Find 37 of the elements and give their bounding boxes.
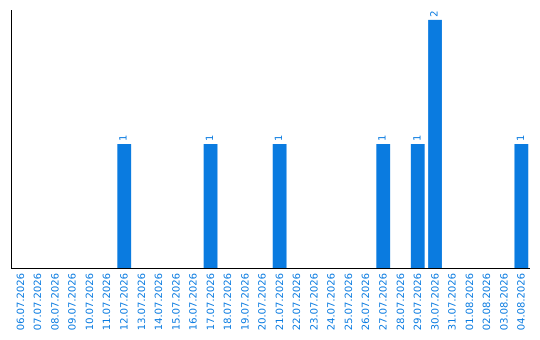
x-tick-label: 08.07.2026 [50, 273, 62, 330]
x-tick-label: 19.07.2026 [240, 273, 252, 330]
data-label: 1 [205, 134, 216, 141]
data-label: 1 [118, 134, 130, 141]
x-tick-label: 30.07.2026 [430, 273, 442, 330]
x-tick-label: 01.08.2026 [464, 273, 476, 330]
x-tick-label: 14.07.2026 [154, 273, 166, 330]
data-label: 1 [378, 134, 389, 141]
data-label: 1 [412, 134, 424, 141]
x-tick-label: 27.07.2026 [378, 273, 390, 330]
data-label: 1 [516, 134, 527, 141]
x-tick-label: 12.07.2026 [119, 273, 130, 330]
x-tick-label: 26.07.2026 [361, 273, 372, 330]
x-tick-label: 06.07.2026 [16, 273, 27, 330]
x-tick-label: 17.07.2026 [206, 273, 217, 330]
x-tick-label: 02.08.2026 [482, 273, 494, 330]
data-label: 2 [430, 10, 441, 17]
x-tick-label: 10.07.2026 [84, 273, 96, 330]
x-tick-label: 29.07.2026 [413, 273, 424, 330]
x-tick-label: 31.07.2026 [448, 273, 459, 330]
x-tick-label: 07.07.2026 [33, 273, 44, 330]
x-tick-label: 23.07.2026 [309, 273, 320, 330]
x-tick-label: 24.07.2026 [326, 273, 338, 330]
x-tick-label: 03.08.2026 [499, 273, 510, 330]
x-tick-label: 21.07.2026 [274, 273, 286, 330]
x-tick-label: 16.07.2026 [188, 273, 200, 330]
x-tick-label: 11.07.2026 [102, 273, 114, 330]
x-tick-label: 18.07.2026 [223, 273, 234, 330]
x-tick-label: 22.07.2026 [292, 273, 304, 330]
x-tick-label: 15.07.2026 [171, 273, 182, 330]
x-tick-label: 28.07.2026 [396, 273, 407, 330]
x-tick-label: 20.07.2026 [258, 273, 269, 330]
data-label: 1 [274, 134, 286, 141]
x-tick-label: 04.08.2026 [516, 273, 528, 330]
x-tick-label: 25.07.2026 [344, 273, 355, 330]
x-tick-label: 09.07.2026 [68, 273, 79, 330]
x-tick-label: 13.07.2026 [136, 273, 148, 330]
